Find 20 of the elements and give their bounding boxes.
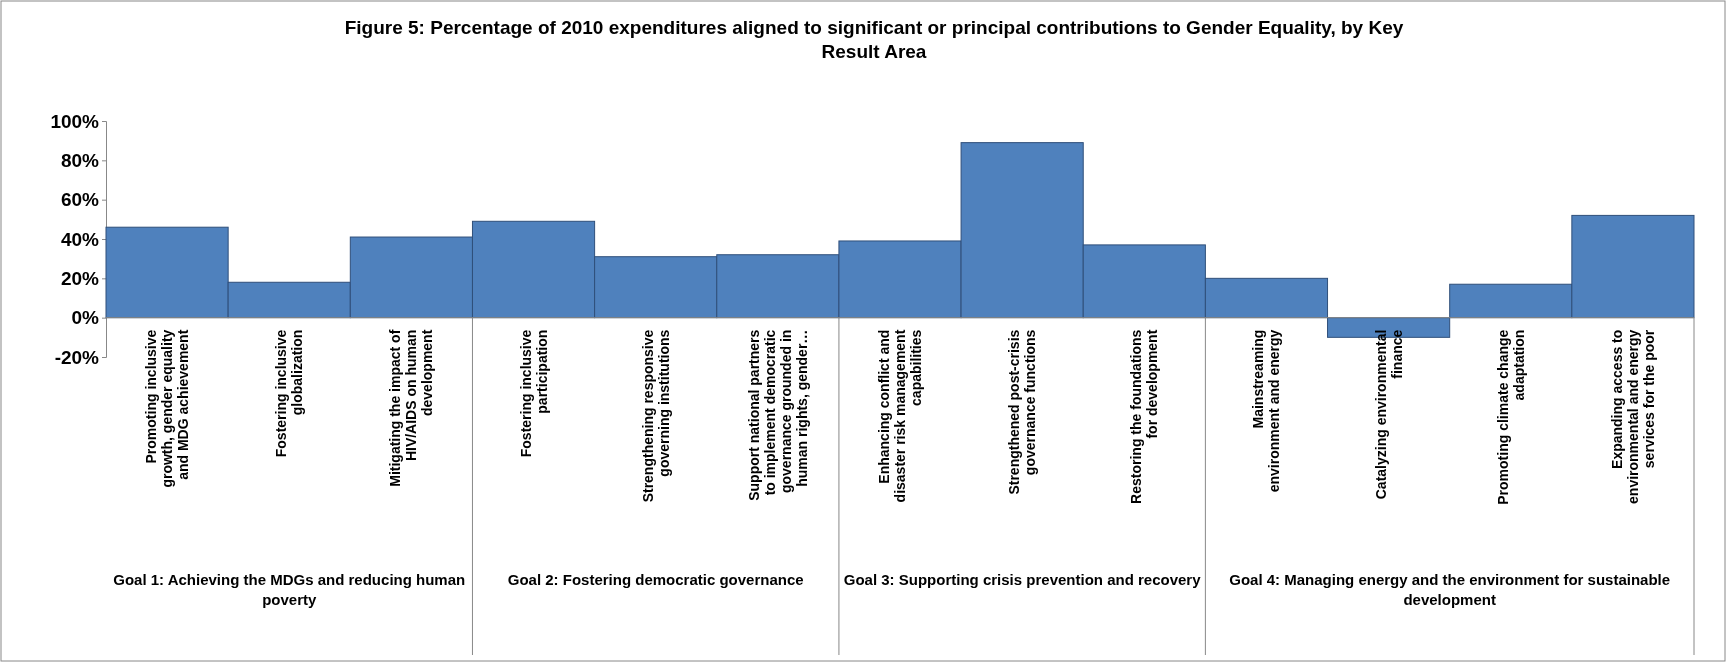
text: Goal 1: Achieving the MDGs and reducing human poverty <box>113 571 466 608</box>
x-tick-label: Mitigating the impact of HIV/AIDS on human development <box>387 329 436 487</box>
x-tick-label: Promoting inclusive growth, gender equality and MDG achievement <box>143 329 192 488</box>
y-tick-label: 40% <box>60 228 100 250</box>
y-tick-label: -20% <box>54 346 100 368</box>
x-tick-label: Fostering inclusive participation <box>517 329 550 458</box>
x-tick-label: Support national partners to implement democratic governance grounded in human rights, gender… <box>745 329 810 501</box>
chart-title: Figure 5: Percentage of 2010 expenditures aligned to significant or principal contributions to Gender Equality, by Key Result Area <box>344 17 1404 62</box>
y-tick-label: 80% <box>60 149 100 171</box>
text: Goal 2: Fostering democratic governance <box>507 571 804 588</box>
text: Goal 4: Managing energy and the environment for sustainable development <box>1229 571 1671 608</box>
y-tick-label: 60% <box>60 189 100 211</box>
text: Goal 3: Supporting crisis prevention and recovery <box>843 571 1202 588</box>
x-tick-label: Enhancing conflict and disaster risk management capabilities <box>876 329 924 503</box>
x-tick-label: Promoting climate change adaptation <box>1494 329 1527 505</box>
x-tick-label: Fostering inclusive globalization <box>273 329 306 458</box>
x-tick-label: Catalyzing environmental finance <box>1372 329 1405 500</box>
y-tick-label: 20% <box>60 267 100 289</box>
y-tick-label: 100% <box>50 110 100 132</box>
y-tick-label: 0% <box>71 307 100 329</box>
